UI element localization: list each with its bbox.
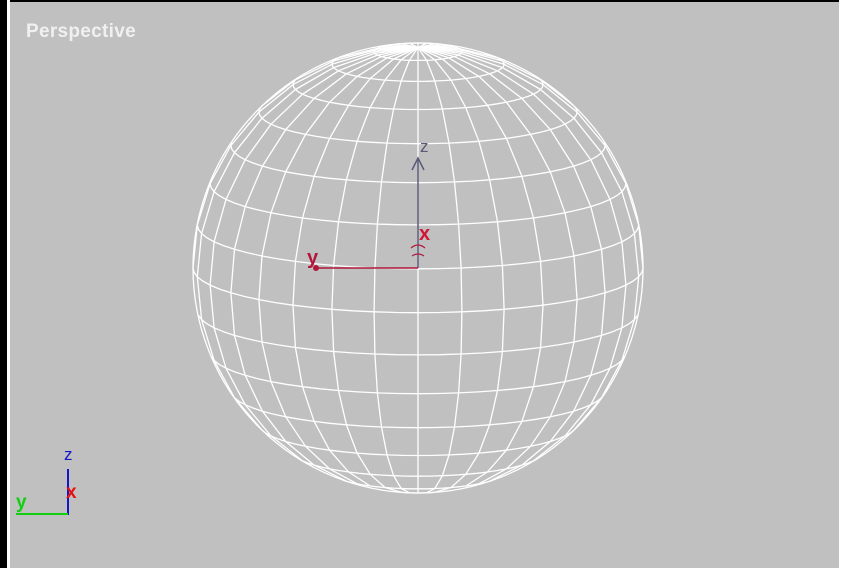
viewport-label[interactable]: Perspective	[26, 21, 136, 42]
gizmo-z-arrowhead	[411, 156, 425, 171]
wireframe-edge	[417, 47, 463, 494]
gizmo-y-endpoint	[313, 265, 319, 271]
wireframe-edge	[417, 46, 578, 485]
gizmo-x-arc-2	[411, 253, 425, 257]
gizmo-x-label: x	[419, 223, 430, 245]
transform-gizmo[interactable]: z y x	[307, 137, 430, 271]
sphere-silhouette	[192, 42, 644, 494]
wireframe-edge	[417, 46, 505, 493]
axis-tripod: z y x	[16, 445, 77, 515]
wireframe-edge	[417, 43, 435, 49]
wireframe-edge	[373, 47, 419, 494]
gizmo-y-label: y	[307, 247, 319, 269]
wireframe-edge	[417, 46, 606, 482]
wireframe-edge	[261, 46, 419, 107]
gizmo-x-arc	[410, 244, 426, 249]
tripod-y-label: y	[16, 492, 27, 513]
wireframe-edge	[196, 46, 419, 431]
wireframe-edge	[417, 46, 640, 431]
wireframe-edge	[192, 46, 419, 269]
wireframe-edge	[417, 46, 627, 462]
wireframe-edge	[258, 46, 419, 485]
wireframe-edge	[331, 46, 419, 493]
wireframe-edge	[292, 46, 419, 487]
wireframe-edge	[417, 46, 544, 487]
viewport-border-left-highlight	[7, 0, 10, 568]
viewport-border-left	[0, 0, 7, 568]
wireframe-edge	[230, 46, 419, 482]
viewport-border-top	[0, 0, 843, 2]
viewport-border-right	[839, 0, 843, 568]
wireframe-edge	[417, 42, 427, 49]
wireframe-edge	[417, 46, 644, 269]
sphere-wireframe[interactable]	[192, 42, 644, 494]
wireframe-edge	[209, 46, 419, 462]
tripod-z-label: z	[64, 445, 73, 464]
tripod-x-label: x	[66, 482, 77, 503]
gizmo-z-label: z	[420, 137, 429, 156]
wireframe-edge	[417, 46, 575, 107]
